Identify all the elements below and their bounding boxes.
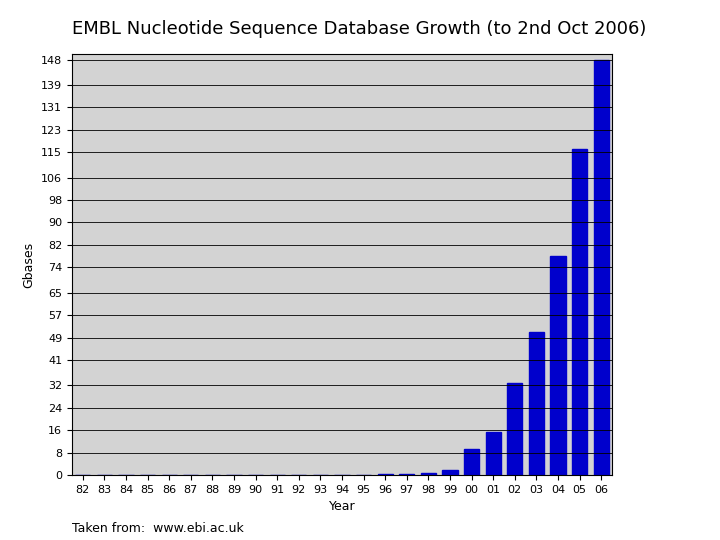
Bar	[528, 332, 544, 475]
Bar	[550, 256, 566, 475]
Bar	[420, 473, 436, 475]
Y-axis label: Gbases: Gbases	[22, 241, 35, 288]
Bar	[593, 59, 609, 475]
X-axis label: Year: Year	[329, 501, 355, 514]
Text: Taken from:  www.ebi.ac.uk: Taken from: www.ebi.ac.uk	[72, 522, 244, 535]
Bar	[572, 150, 588, 475]
Bar	[485, 431, 501, 475]
Bar	[464, 449, 480, 475]
Bar	[400, 474, 415, 475]
Text: EMBL Nucleotide Sequence Database Growth (to 2nd Oct 2006): EMBL Nucleotide Sequence Database Growth…	[72, 20, 647, 38]
Bar	[442, 470, 458, 475]
Bar	[507, 382, 523, 475]
